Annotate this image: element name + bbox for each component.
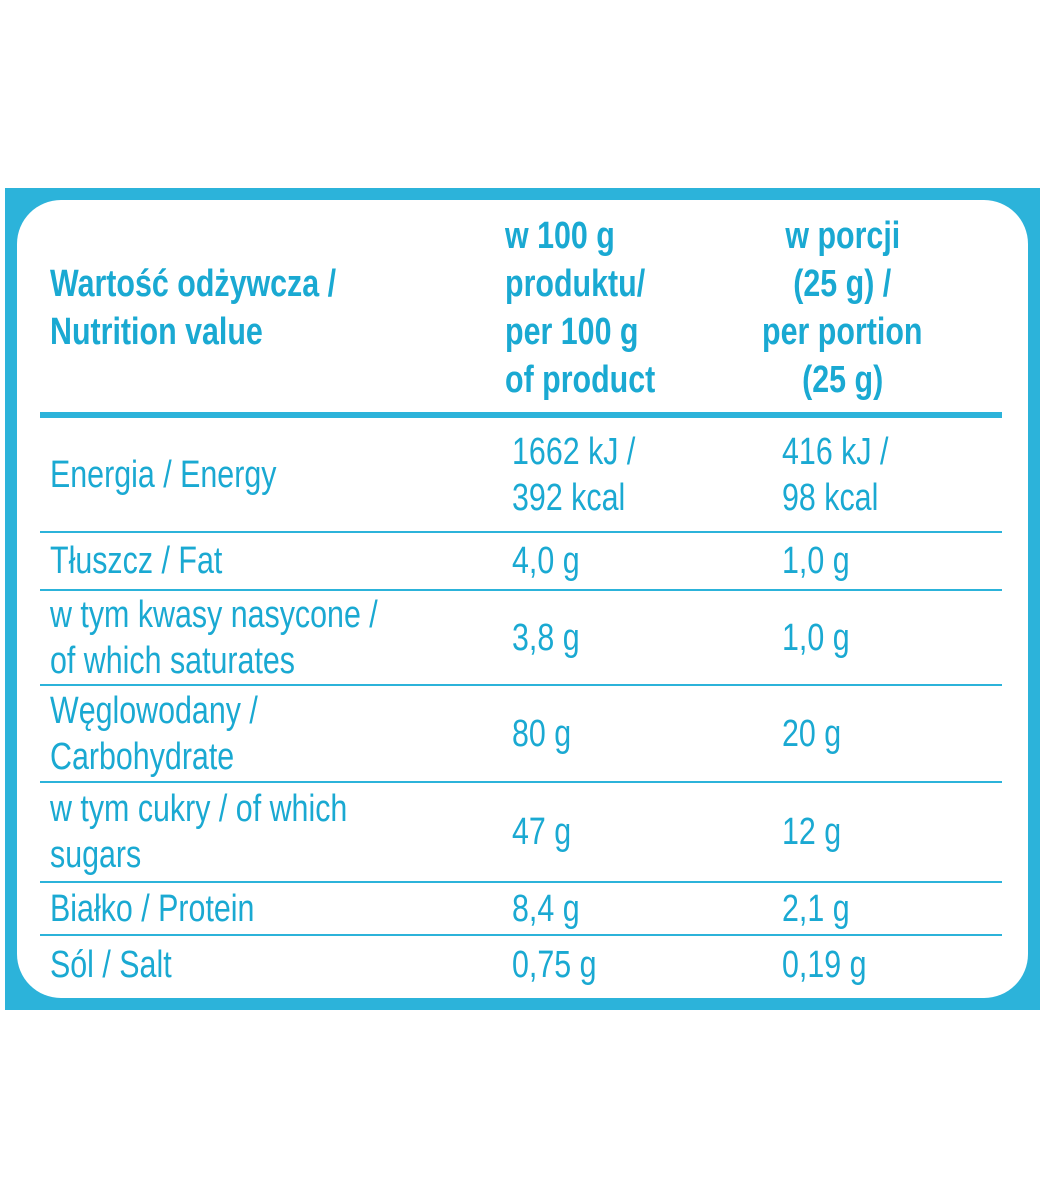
- text-line: 12 g: [782, 811, 842, 853]
- value-cell: 3,8 g: [512, 590, 762, 685]
- text-line: Nutrition value: [50, 310, 263, 353]
- text-line: 80 g: [512, 712, 572, 755]
- text-line: Sól / Salt: [50, 944, 172, 986]
- value-cell: 2,1 g: [782, 882, 1002, 935]
- text-line: 1662 kJ /: [512, 431, 636, 473]
- text-line: 1,0 g: [782, 540, 850, 582]
- text-line: sugars: [50, 834, 142, 876]
- header-cell: Wartość odżywcza / Nutrition value: [50, 205, 490, 410]
- label-cell: Białko / Protein: [50, 882, 490, 935]
- value-cell: 80 g: [512, 685, 762, 782]
- value-cell: 8,4 g: [512, 882, 762, 935]
- row-divider: [40, 589, 1002, 591]
- label-cell: Energia / Energy: [50, 418, 490, 532]
- row-divider: [40, 781, 1002, 783]
- text-line: Wartość odżywcza /: [50, 262, 337, 305]
- row-divider: [40, 881, 1002, 883]
- header-divider: [40, 412, 1002, 418]
- text-line: w 100 g: [505, 214, 615, 257]
- text-line: Węglowodany /: [50, 689, 258, 732]
- text-line: of product: [505, 358, 656, 401]
- text-line: per 100 g: [505, 310, 639, 353]
- text-line: (25 g) /: [793, 262, 892, 305]
- text-line: 20 g: [782, 712, 842, 755]
- value-cell: 20 g: [782, 685, 1002, 782]
- label-cell: Sól / Salt: [50, 935, 490, 995]
- value-cell: 0,75 g: [512, 935, 762, 995]
- row-divider: [40, 531, 1002, 533]
- text-line: w tym kwasy nasycone /: [50, 593, 378, 636]
- text-line: Białko / Protein: [50, 887, 255, 930]
- header-cell: w 100 g produktu/per 100 g of product: [505, 205, 765, 410]
- table-panel: [17, 200, 1028, 998]
- value-cell: 416 kJ /98 kcal: [782, 418, 1002, 532]
- text-line: w tym cukry / of which: [50, 788, 348, 830]
- text-line: 98 kcal: [782, 477, 879, 519]
- value-cell: 12 g: [782, 782, 1002, 882]
- text-line: (25 g): [801, 358, 884, 401]
- text-line: 47 g: [512, 811, 572, 853]
- text-line: 8,4 g: [512, 887, 580, 930]
- text-line: 4,0 g: [512, 540, 580, 582]
- label-cell: Węglowodany / Carbohydrate: [50, 685, 490, 782]
- value-cell: 1,0 g: [782, 532, 1002, 590]
- text-line: w porcji: [785, 214, 900, 257]
- text-line: 2,1 g: [782, 887, 850, 930]
- text-line: 1,0 g: [782, 616, 850, 659]
- text-line: 3,8 g: [512, 616, 580, 659]
- text-line: Carbohydrate: [50, 735, 235, 778]
- text-line: 416 kJ /: [782, 431, 889, 473]
- text-line: Energia / Energy: [50, 454, 277, 496]
- label-cell: w tym cukry / of which sugars: [50, 782, 490, 882]
- row-divider: [40, 934, 1002, 936]
- value-cell: 4,0 g: [512, 532, 762, 590]
- value-cell: 47 g: [512, 782, 762, 882]
- row-divider: [40, 684, 1002, 686]
- text-line: of which saturates: [50, 639, 296, 682]
- text-line: 0,19 g: [782, 944, 867, 986]
- text-line: per portion: [762, 310, 923, 353]
- text-line: 392 kcal: [512, 477, 626, 519]
- label-cell: Tłuszcz / Fat: [50, 532, 490, 590]
- label-cell: w tym kwasy nasycone / of which saturates: [50, 590, 490, 685]
- text-line: Tłuszcz / Fat: [50, 540, 223, 582]
- value-cell: 0,19 g: [782, 935, 1002, 995]
- value-cell: 1662 kJ /392 kcal: [512, 418, 762, 532]
- text-line: produktu/: [505, 262, 646, 305]
- text-line: 0,75 g: [512, 944, 597, 986]
- header-cell: w porcji (25 g) / per portion (25 g): [730, 205, 955, 410]
- value-cell: 1,0 g: [782, 590, 1002, 685]
